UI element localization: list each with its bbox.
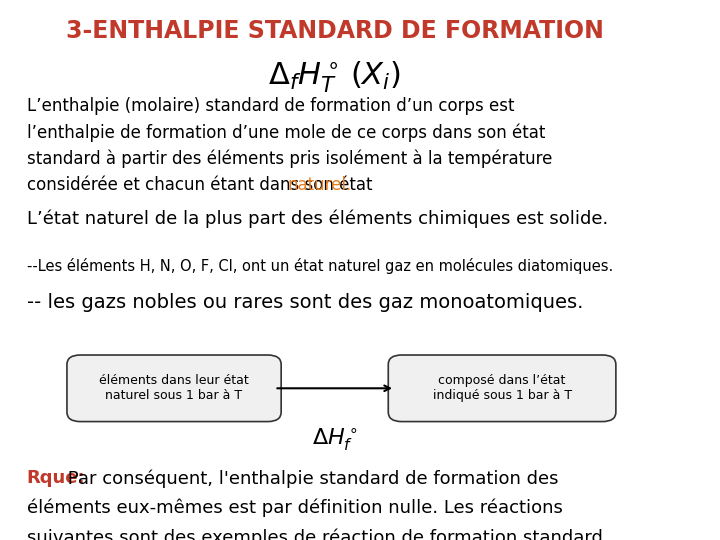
- Text: $\Delta_f H^\circ_T\,(X_i)$: $\Delta_f H^\circ_T\,(X_i)$: [269, 59, 401, 95]
- Text: 3-ENTHALPIE STANDARD DE FORMATION: 3-ENTHALPIE STANDARD DE FORMATION: [66, 19, 603, 43]
- Text: naturel.: naturel.: [287, 176, 352, 194]
- Text: standard à partir des éléments pris isolément à la température: standard à partir des éléments pris isol…: [27, 150, 552, 168]
- Text: composé dans l’état
indiqué sous 1 bar à T: composé dans l’état indiqué sous 1 bar à…: [433, 374, 572, 402]
- Text: l’enthalpie de formation d’une mole de ce corps dans son état: l’enthalpie de formation d’une mole de c…: [27, 124, 545, 142]
- Text: -- les gazs nobles ou rares sont des gaz monoatomiques.: -- les gazs nobles ou rares sont des gaz…: [27, 293, 583, 312]
- Text: $\Delta H^\circ_f$: $\Delta H^\circ_f$: [312, 427, 358, 453]
- Text: suivantes sont des exemples de réaction de formation standard: suivantes sont des exemples de réaction …: [27, 528, 603, 540]
- Text: considérée et chacun étant dans son état: considérée et chacun étant dans son état: [27, 176, 377, 194]
- Text: L’enthalpie (molaire) standard de formation d’un corps est: L’enthalpie (molaire) standard de format…: [27, 98, 514, 116]
- Text: L’état naturel de la plus part des éléments chimiques est solide.: L’état naturel de la plus part des éléme…: [27, 210, 608, 228]
- FancyBboxPatch shape: [67, 355, 282, 422]
- Text: Par conséquent, l'enthalpie standard de formation des: Par conséquent, l'enthalpie standard de …: [62, 469, 559, 488]
- Text: Rque:: Rque:: [27, 469, 86, 487]
- Text: éléments dans leur état
naturel sous 1 bar à T: éléments dans leur état naturel sous 1 b…: [99, 374, 249, 402]
- Text: --Les éléments H, N, O, F, Cl, ont un état naturel gaz en molécules diatomiques.: --Les éléments H, N, O, F, Cl, ont un ét…: [27, 258, 613, 274]
- FancyBboxPatch shape: [388, 355, 616, 422]
- Text: éléments eux-mêmes est par définition nulle. Les réactions: éléments eux-mêmes est par définition nu…: [27, 498, 562, 517]
